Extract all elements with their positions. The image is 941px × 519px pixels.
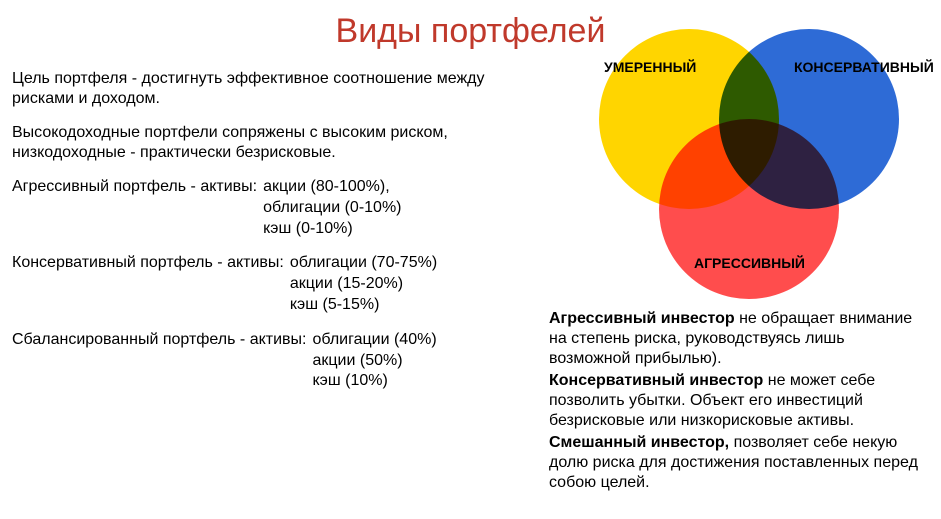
portfolio-balanced-label: Сбалансированный портфель - активы: <box>12 330 306 392</box>
portfolio-balanced: Сбалансированный портфель - активы: обли… <box>12 330 542 392</box>
left-column: Цель портфеля - достигнуть эффективное с… <box>12 69 542 406</box>
venn-diagram: УМЕРЕННЫЙ КОНСЕРВАТИВНЫЙ АГРЕССИВНЫЙ <box>549 19 929 299</box>
slide: Виды портфелей Цель портфеля - достигнут… <box>0 0 941 519</box>
investor-aggressive: Агрессивный инвестор не обращает внимани… <box>549 309 929 369</box>
portfolio-conservative: Консервативный портфель - активы: облига… <box>12 253 542 315</box>
asset-line: облигации (70-75%) <box>290 253 437 274</box>
venn-circle-aggressive <box>659 119 839 299</box>
investor-mixed: Смешанный инвестор, позволяет себе некую… <box>549 433 929 493</box>
asset-line: кэш (10%) <box>312 371 436 392</box>
investor-conservative: Консервативный инвестор не может себе по… <box>549 371 929 431</box>
investor-mixed-bold: Смешанный инвестор, <box>549 434 729 451</box>
portfolio-aggressive-assets: акции (80-100%), облигации (0-10%) кэш (… <box>257 177 401 239</box>
venn-label-conservative: КОНСЕРВАТИВНЫЙ <box>794 59 934 75</box>
portfolio-aggressive: Агрессивный портфель - активы: акции (80… <box>12 177 542 239</box>
asset-line: облигации (40%) <box>312 330 436 351</box>
intro-paragraph-1: Цель портфеля - достигнуть эффективное с… <box>12 69 542 109</box>
venn-label-moderate: УМЕРЕННЫЙ <box>604 59 696 75</box>
venn-label-aggressive: АГРЕССИВНЫЙ <box>694 255 805 271</box>
asset-line: акции (15-20%) <box>290 274 437 295</box>
investor-descriptions: Агрессивный инвестор не обращает внимани… <box>549 309 929 493</box>
investor-conservative-bold: Консервативный инвестор <box>549 372 763 389</box>
asset-line: облигации (0-10%) <box>263 198 401 219</box>
portfolio-aggressive-label: Агрессивный портфель - активы: <box>12 177 257 239</box>
asset-line: акции (80-100%), <box>263 177 401 198</box>
asset-line: акции (50%) <box>312 351 436 372</box>
investor-aggressive-bold: Агрессивный инвестор <box>549 310 735 327</box>
asset-line: кэш (0-10%) <box>263 219 401 240</box>
right-column: УМЕРЕННЫЙ КОНСЕРВАТИВНЫЙ АГРЕССИВНЫЙ Агр… <box>549 69 929 495</box>
portfolio-conservative-label: Консервативный портфель - активы: <box>12 253 284 315</box>
portfolio-balanced-assets: облигации (40%) акции (50%) кэш (10%) <box>306 330 436 392</box>
asset-line: кэш (5-15%) <box>290 295 437 316</box>
portfolio-conservative-assets: облигации (70-75%) акции (15-20%) кэш (5… <box>284 253 437 315</box>
intro-paragraph-2: Высокодоходные портфели сопряжены с высо… <box>12 123 542 163</box>
